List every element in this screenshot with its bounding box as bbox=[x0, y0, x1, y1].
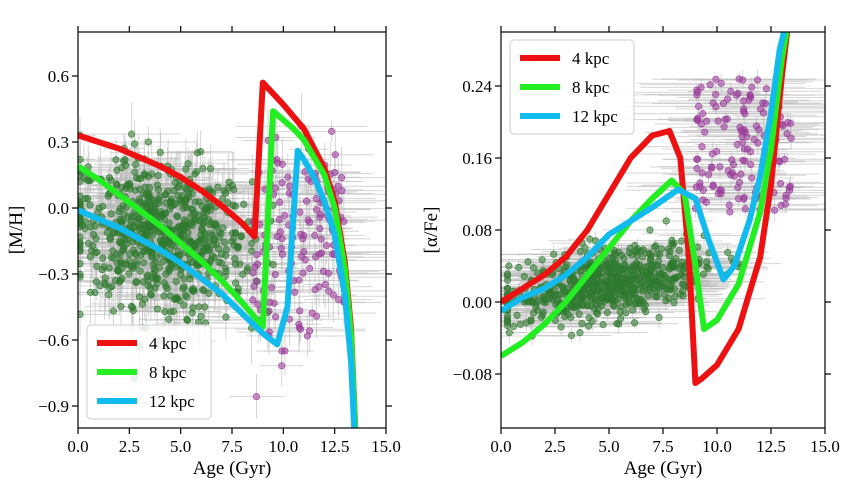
series-line-12-kpc bbox=[78, 147, 358, 428]
legend-label: 4 kpc bbox=[572, 49, 610, 68]
y-tick-label: 0.6 bbox=[48, 67, 69, 86]
legend-label: 4 kpc bbox=[149, 334, 187, 353]
x-axis-label: Age (Gyr) bbox=[624, 458, 703, 479]
series-line-12-kpc bbox=[501, 32, 788, 314]
star-sample-scatter bbox=[78, 93, 386, 420]
series-line-4-kpc bbox=[501, 32, 791, 386]
x-tick-label: 12.5 bbox=[756, 437, 786, 456]
y-tick-label: −0.9 bbox=[38, 397, 69, 416]
y-tick-label: 0.00 bbox=[462, 293, 492, 312]
panel-metallicity-vs-age: 0.0 2.5 5.0 7.5 10.0 12.5 15.0 −0.9 −0.6 −0.3 0.0 0… bbox=[6, 26, 401, 479]
y-tick-label: 0.08 bbox=[462, 221, 492, 240]
legend: 4 kpc 8 kpc 12 kpc bbox=[509, 39, 635, 135]
legend-label: 8 kpc bbox=[572, 78, 610, 97]
legend-label: 12 kpc bbox=[572, 107, 618, 126]
y-tick-label: 0.3 bbox=[48, 133, 69, 152]
panel-alpha-fe-vs-age: 0.0 2.5 5.0 7.5 10.0 12.5 15.0 −0.08 0.00 0.08 0.1… bbox=[421, 26, 840, 479]
x-tick-label: 0.0 bbox=[67, 437, 88, 456]
legend: 4 kpc 8 kpc 12 kpc bbox=[86, 324, 212, 420]
x-tick-label: 2.5 bbox=[544, 437, 565, 456]
y-axis-label: [M/H] bbox=[6, 206, 27, 255]
legend-box bbox=[86, 324, 212, 420]
y-tick-label: −0.08 bbox=[453, 365, 492, 384]
y-tick-label: 0.16 bbox=[462, 149, 492, 168]
y-axis-label: [α/Fe] bbox=[421, 207, 442, 254]
x-tick-label: 7.5 bbox=[221, 437, 242, 456]
y-tick-label: −0.6 bbox=[38, 331, 69, 350]
legend-label: 8 kpc bbox=[149, 363, 187, 382]
x-tick-label: 15.0 bbox=[371, 437, 401, 456]
x-tick-label: 10.0 bbox=[268, 437, 298, 456]
x-tick-label: 5.0 bbox=[170, 437, 191, 456]
x-tick-label: 12.5 bbox=[320, 437, 350, 456]
legend-box bbox=[509, 39, 635, 135]
series-line-8-kpc bbox=[78, 108, 359, 428]
x-tick-label: 2.5 bbox=[119, 437, 140, 456]
x-tick-label: 7.5 bbox=[652, 437, 673, 456]
legend-label: 12 kpc bbox=[149, 392, 195, 411]
x-tick-label: 10.0 bbox=[702, 437, 732, 456]
x-tick-label: 0.0 bbox=[490, 437, 511, 456]
x-axis-label: Age (Gyr) bbox=[193, 458, 272, 479]
y-tick-label: 0.0 bbox=[48, 199, 69, 218]
x-tick-label: 5.0 bbox=[598, 437, 619, 456]
x-tick-label: 15.0 bbox=[810, 437, 840, 456]
y-tick-label: 0.24 bbox=[462, 77, 492, 96]
y-tick-label: −0.3 bbox=[38, 265, 69, 284]
